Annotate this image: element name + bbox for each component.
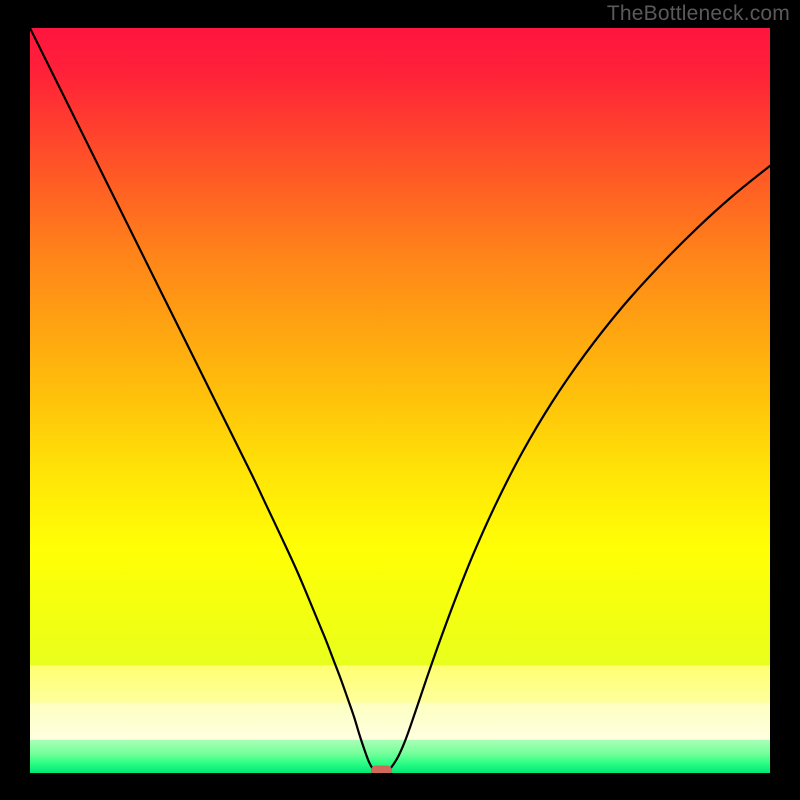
watermark-text: TheBottleneck.com <box>607 2 790 26</box>
chart-frame: TheBottleneck.com <box>0 0 800 800</box>
chart-svg <box>30 28 770 773</box>
optimal-point-marker <box>371 766 392 773</box>
gradient-background <box>30 28 770 773</box>
plot-area <box>30 28 770 773</box>
